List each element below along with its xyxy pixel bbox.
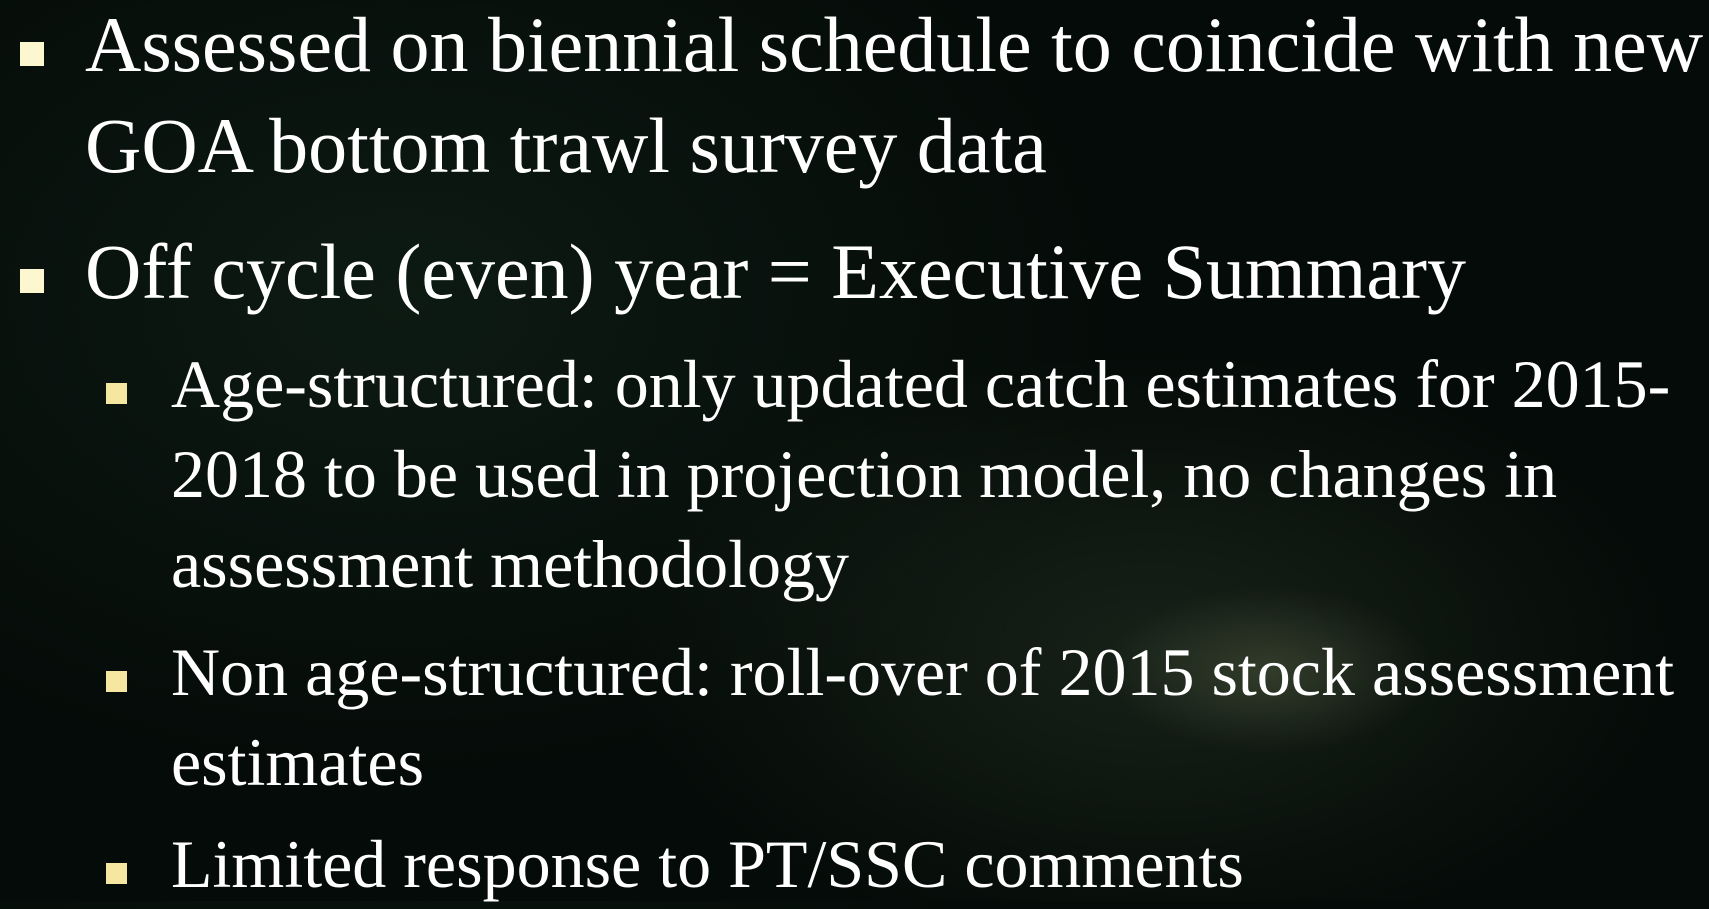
sub-bullet-text: Non age-structured: roll-over of 2015 st… [171, 634, 1675, 800]
bullet-text: Assessed on biennial schedule to coincid… [85, 1, 1704, 189]
sub-bullet-marker [106, 383, 127, 404]
bullet-text: Off cycle (even) year = Executive Summar… [85, 228, 1466, 315]
sub-bullet-text: Age-structured: only updated catch estim… [171, 346, 1671, 602]
sub-bullet-marker [106, 671, 127, 692]
sub-bullet-marker [106, 863, 127, 884]
sub-bullet-text: Limited response to PT/SSC comments [171, 826, 1244, 902]
bullet-marker [20, 42, 44, 66]
bullet-marker [20, 269, 44, 293]
